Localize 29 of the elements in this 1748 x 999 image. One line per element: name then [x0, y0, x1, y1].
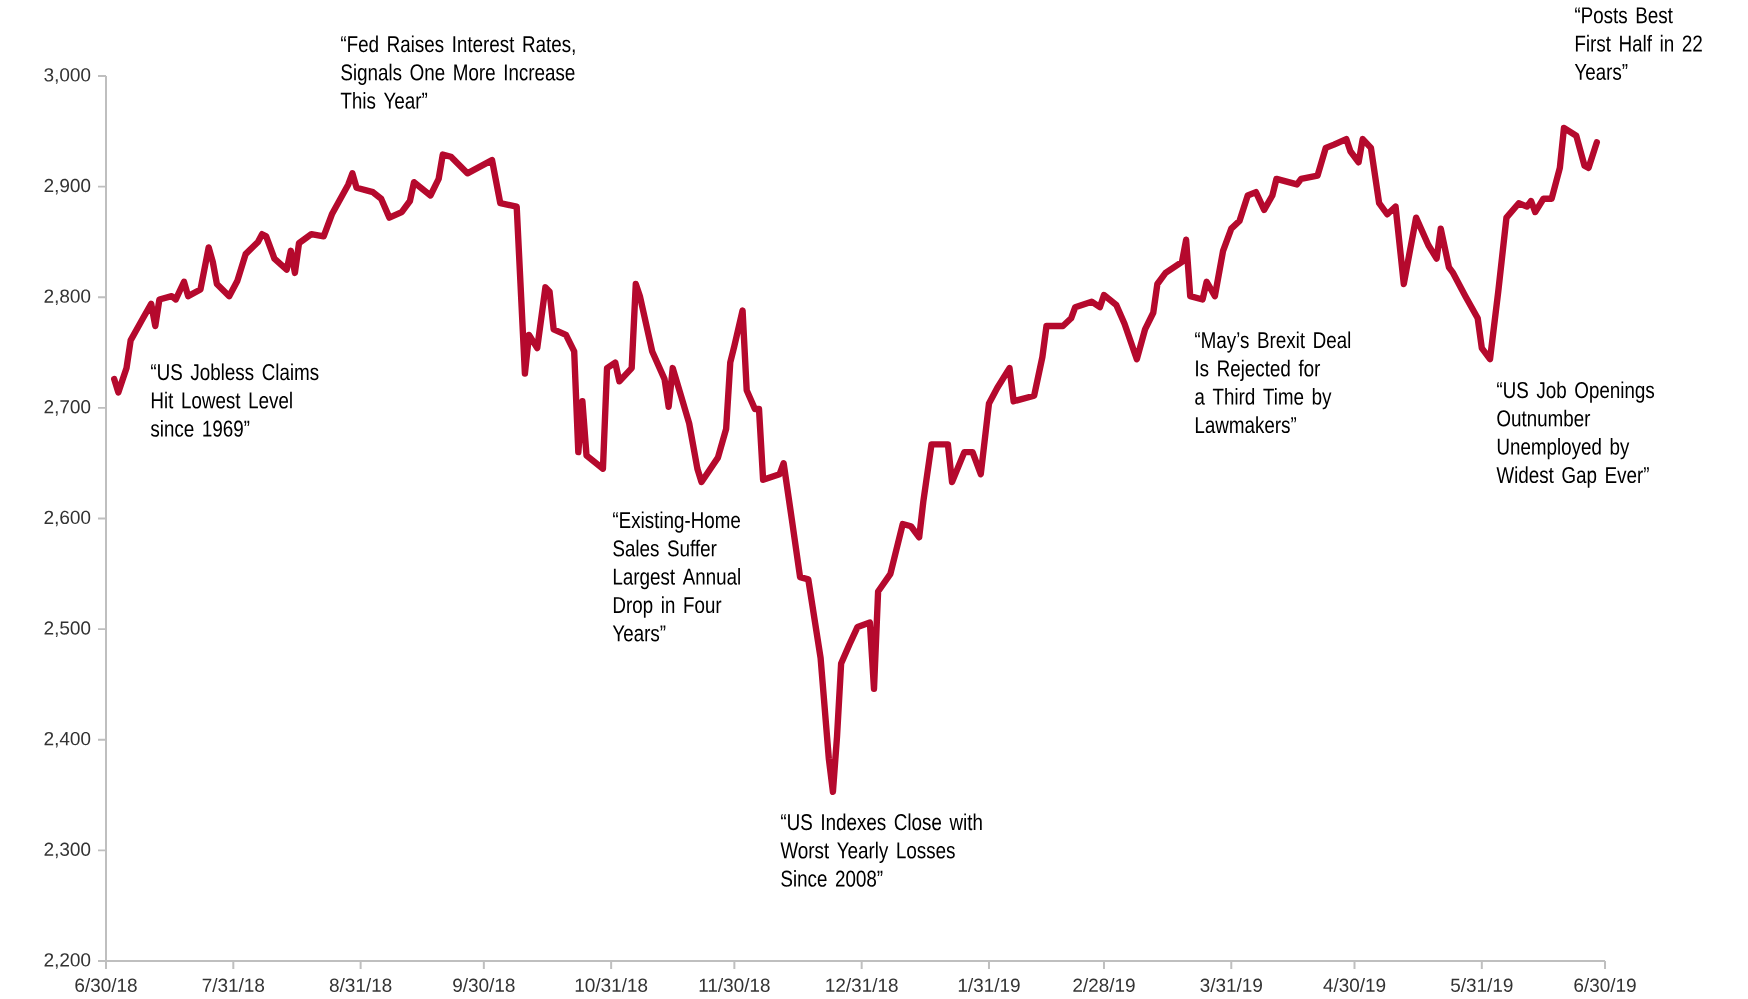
- y-tick-label: 2,200: [44, 953, 91, 969]
- x-tick-label: 11/30/18: [699, 978, 770, 992]
- x-tick-label: 6/30/19: [1574, 978, 1636, 992]
- y-tick-label: 3,000: [44, 68, 91, 84]
- x-tick-label: 4/30/19: [1323, 978, 1386, 992]
- x-tick-label: 7/31/18: [202, 978, 265, 992]
- x-tick-label: 12/31/18: [826, 978, 898, 992]
- annotation: “May’s Brexit Deal Is Rejected for a Third Time by Lawmakers”: [1195, 331, 1351, 434]
- y-tick-label: 2,900: [44, 178, 91, 195]
- y-tick-label: 2,500: [44, 621, 91, 637]
- y-tick-label: 2,800: [44, 289, 91, 306]
- annotation: “Posts Best First Half in 22 Years”: [1574, 7, 1702, 80]
- y-tick-label: 2,600: [44, 510, 91, 527]
- annotation: “US Indexes Close with Worst Yearly Losses Since 2008”: [780, 813, 982, 887]
- y-tick-label: 2,700: [44, 400, 91, 416]
- x-tick-label: 5/31/19: [1450, 978, 1513, 992]
- x-tick-label: 2/28/19: [1073, 978, 1135, 992]
- x-tick-label: 6/30/18: [75, 978, 137, 992]
- annotation: “US Jobless Claims Hit Lowest Level since 1969”: [150, 363, 319, 437]
- x-tick-label: 10/31/18: [575, 978, 648, 992]
- x-tick-label: 8/31/18: [329, 978, 392, 992]
- annotation: “Existing-Home Sales Suffer Largest Annual Drop in Four Years”: [612, 511, 740, 642]
- y-tick-label: 2,400: [44, 731, 91, 748]
- x-tick-label: 9/30/18: [453, 978, 515, 992]
- x-tick-label: 3/31/19: [1200, 978, 1262, 992]
- y-tick-label: 2,300: [44, 842, 91, 859]
- annotation: “US Job Openings Outnumber Unemployed by Widest Gap Ever”: [1496, 381, 1655, 488]
- annotation: “Fed Raises Interest Rates, Signals One More Increase This Year”: [340, 35, 575, 109]
- x-tick-label: 1/31/19: [958, 978, 1020, 992]
